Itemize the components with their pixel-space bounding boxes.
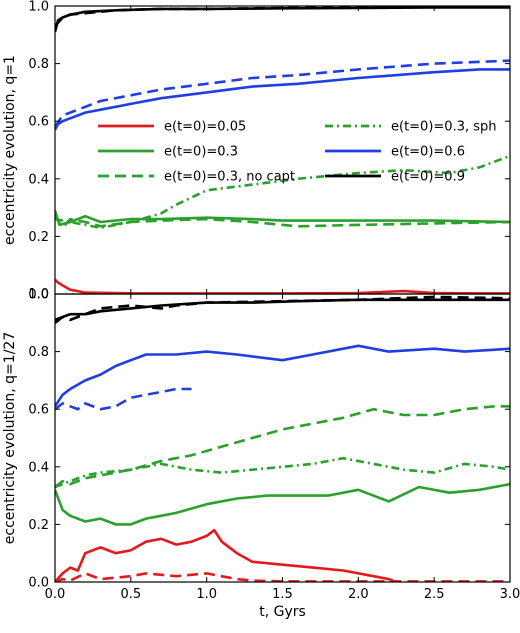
legend-label-3: e(t=0)=0.6: [391, 145, 465, 160]
top-panel: 0.0 0.2 0.4 0.6 0.8 1.0 eccentricity evolution…: [2, 0, 511, 303]
xtick-label: 2.5: [424, 587, 445, 602]
y-axis-label: eccentricity evolution, q=1/27: [2, 332, 18, 544]
y-axis-label: eccentricity evolution, q=1: [2, 55, 18, 245]
legend-label-2: e(t=0)=0.3: [164, 145, 238, 160]
series-line-6: [55, 387, 192, 411]
axes-frame: [54, 293, 511, 583]
ytick-label: 1.0: [28, 0, 49, 15]
series-line-2: [55, 215, 510, 230]
xtick-label: 3.0: [500, 587, 520, 602]
series-line-1: [55, 210, 510, 227]
series-line-0: [55, 528, 397, 582]
series-line-2: [55, 482, 510, 526]
legend-label-1: e(t=0)=0.3, sph: [391, 120, 497, 135]
ytick-label: 0.8: [28, 345, 49, 360]
ytick-label: 1.0: [28, 287, 49, 302]
series-group: [55, 6, 510, 294]
xtick-label: 1.0: [196, 587, 217, 602]
series-line-5: [55, 59, 510, 128]
series-line-3: [55, 405, 510, 489]
series-line-3: [55, 154, 510, 230]
x-axis-label: t, Gyrs: [259, 604, 306, 620]
ytick-label: 0.8: [28, 57, 49, 72]
series-line-7: [55, 6, 510, 28]
legend-label-5: e(t=0)=0.9: [391, 170, 465, 185]
xtick-label: 2.0: [348, 587, 369, 602]
series-line-7: [55, 298, 510, 322]
series-line-4: [55, 456, 510, 489]
ytick-label: 0.2: [28, 518, 49, 533]
ytick-label: 0.4: [28, 172, 49, 187]
series-line-8: [55, 295, 510, 324]
ytick-label: 0.6: [28, 403, 49, 418]
ytick-label: 0.6: [28, 115, 49, 130]
series-group: [55, 295, 510, 582]
xtick-label: 0.5: [120, 587, 141, 602]
xtick-label: 0.0: [45, 587, 66, 602]
xtick-label: 1.5: [272, 587, 293, 602]
legend-label-0: e(t=0)=0.05: [164, 120, 246, 135]
ytick-label: 0.4: [28, 460, 49, 475]
ytick-label: 0.0: [28, 576, 49, 591]
ytick-label: 0.2: [28, 230, 49, 245]
legend: e(t=0)=0.05 e(t=0)=0.3, sph e(t=0)=0.3 e(t=…: [98, 120, 497, 185]
series-line-5: [55, 344, 510, 408]
series-line-4: [55, 68, 510, 131]
legend-label-4: e(t=0)=0.3, no capt: [164, 170, 295, 185]
bottom-panel: 0.00.20.40.60.81.00.0 0.5 1.0 1.5 2.0 2.5 3.0e…: [2, 287, 520, 620]
ytick-label: 0.0: [28, 288, 49, 303]
